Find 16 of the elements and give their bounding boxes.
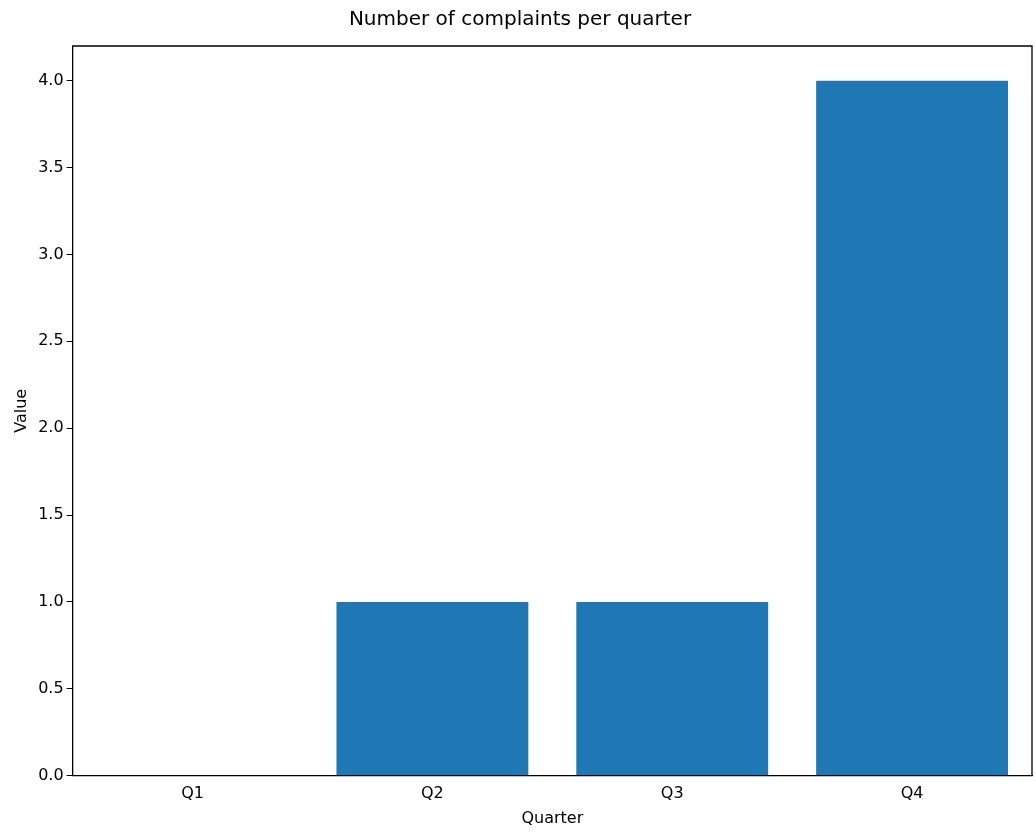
y-tick-label: 1.5 bbox=[38, 504, 64, 524]
x-axis-title: Quarter bbox=[521, 807, 584, 827]
y-tick-label: 3.0 bbox=[38, 243, 64, 263]
y-tick-label: 1.0 bbox=[38, 591, 64, 611]
x-tick-label: Q2 bbox=[421, 783, 444, 803]
y-tick-label: 0.5 bbox=[38, 677, 64, 697]
y-axis-title: Value bbox=[10, 388, 30, 433]
y-tick-label: 0.0 bbox=[38, 764, 64, 784]
x-tick-label: Q4 bbox=[900, 783, 924, 803]
y-tick-label: 2.5 bbox=[38, 330, 64, 350]
y-tick-label: 4.0 bbox=[38, 69, 64, 89]
y-tick-label: 2.0 bbox=[38, 417, 64, 437]
x-tick-label: Q3 bbox=[660, 783, 684, 803]
y-tick-label: 3.5 bbox=[38, 156, 64, 176]
chart-title: Number of complaints per quarter bbox=[348, 6, 692, 31]
x-tick-label: Q1 bbox=[181, 783, 204, 803]
